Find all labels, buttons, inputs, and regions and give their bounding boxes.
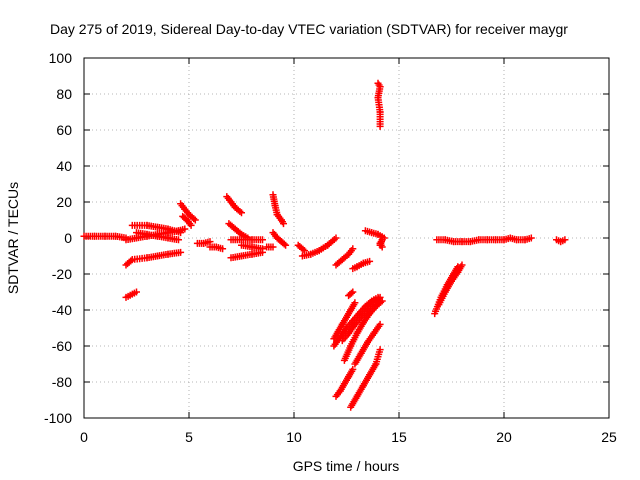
data-point-marker [191, 216, 199, 224]
data-point-marker [349, 245, 357, 253]
y-tick-label: 40 [56, 158, 72, 174]
y-tick-label: -100 [44, 410, 72, 426]
data-point-marker [187, 221, 195, 229]
y-tick-label: -60 [52, 338, 72, 354]
data-point-marker [366, 257, 374, 265]
y-tick-label: 80 [56, 86, 72, 102]
x-tick-label: 25 [601, 429, 617, 445]
data-point-marker [269, 243, 277, 251]
data-points [80, 79, 569, 411]
data-point-marker [127, 257, 135, 265]
data-point-marker [280, 220, 287, 228]
y-axis-label: SDTVAR / TECUs [5, 182, 21, 294]
data-point-marker [347, 289, 355, 297]
data-point-marker [527, 234, 535, 242]
data-point-marker [458, 261, 466, 269]
data-point-marker [181, 225, 189, 233]
data-point-marker [561, 236, 569, 244]
data-point-marker [236, 207, 244, 215]
data-point-marker [376, 346, 384, 354]
data-point-marker [280, 240, 288, 248]
data-point-marker [301, 247, 308, 255]
data-point-marker [378, 243, 386, 251]
y-tick-label: -80 [52, 374, 72, 390]
data-point-marker [376, 122, 384, 130]
data-point-marker [299, 245, 307, 253]
y-tick-label: -20 [52, 266, 72, 282]
x-tick-label: 20 [496, 429, 512, 445]
data-point-marker [133, 288, 140, 296]
data-point-marker [282, 241, 290, 249]
y-tick-label: 100 [49, 50, 73, 66]
x-tick-label: 0 [80, 429, 88, 445]
chart-title: Day 275 of 2019, Sidereal Day-to-day VTE… [50, 21, 568, 37]
y-tick-label: 0 [64, 230, 72, 246]
data-point-marker [175, 236, 182, 244]
data-point-marker [190, 215, 198, 223]
y-tick-label: 60 [56, 122, 72, 138]
data-point-marker [376, 320, 384, 328]
data-point-marker [349, 288, 357, 296]
y-tick-label: 20 [56, 194, 72, 210]
data-point-marker [238, 209, 245, 217]
data-point-marker [259, 245, 266, 253]
x-tick-label: 5 [185, 429, 193, 445]
y-tick-label: -40 [52, 302, 72, 318]
data-point-marker [219, 245, 227, 253]
data-point-marker [377, 298, 385, 306]
data-point-marker [236, 229, 244, 237]
data-point-marker [177, 229, 185, 237]
data-point-marker [349, 365, 357, 373]
x-tick-label: 10 [286, 429, 302, 445]
x-axis-label: GPS time / hours [293, 458, 400, 474]
data-point-marker [332, 234, 340, 242]
data-point-marker [177, 248, 185, 256]
data-point-marker [351, 299, 359, 307]
x-tick-label: 15 [391, 429, 407, 445]
data-point-marker [378, 297, 386, 305]
axis-ticks: 0 5 10 15 20 25 -100 -80 -60 -40 -20 0 20 40 60 80 100 [44, 50, 617, 445]
data-point-marker [259, 236, 266, 244]
